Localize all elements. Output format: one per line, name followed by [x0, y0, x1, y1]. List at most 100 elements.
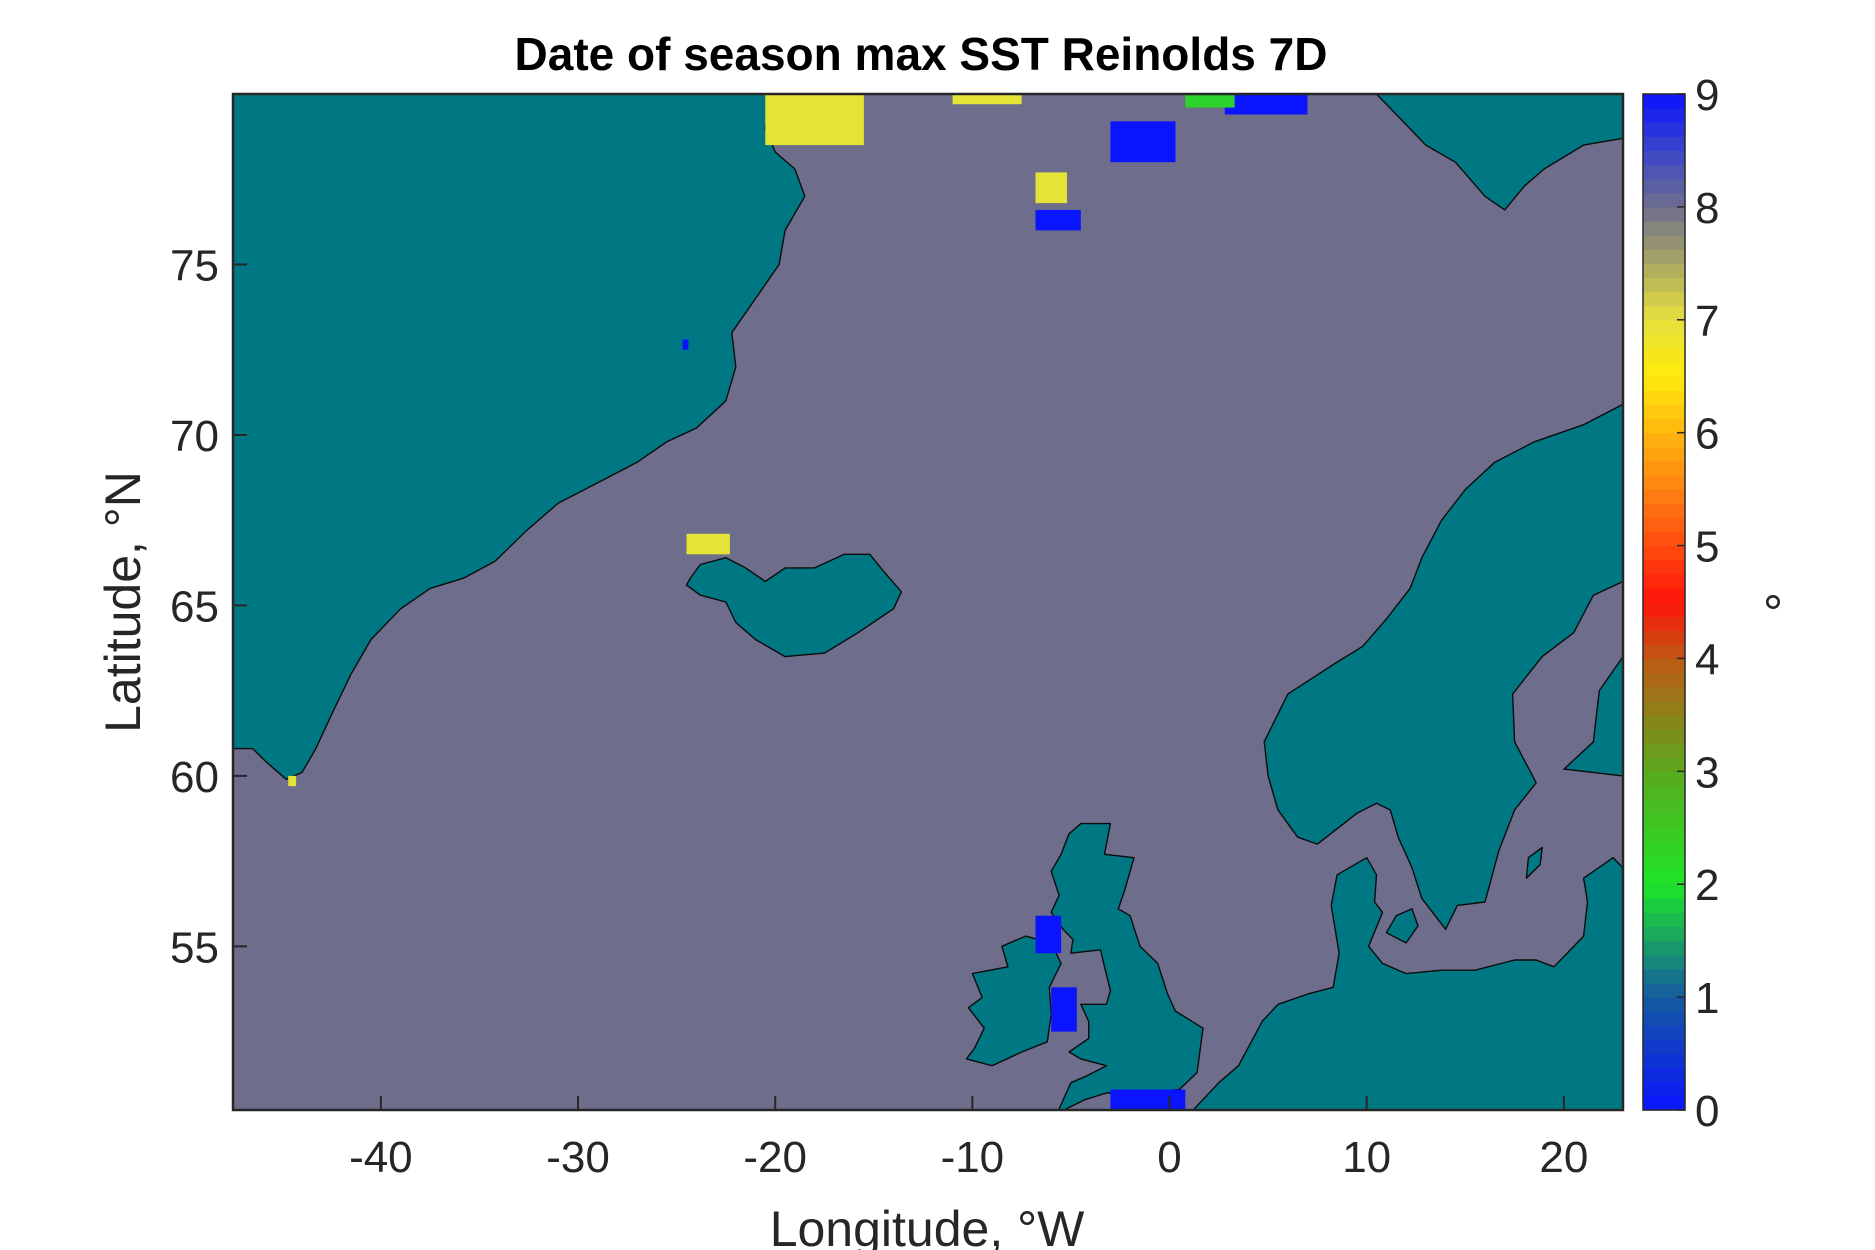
colorbar-segment — [1643, 940, 1685, 956]
colorbar-segment — [1643, 954, 1685, 970]
colorbar-frame — [1642, 93, 1686, 1111]
data-patch — [1185, 94, 1235, 108]
colorbar-segment — [1643, 94, 1685, 109]
colorbar-segment — [1643, 531, 1685, 547]
colorbar-segment — [1643, 870, 1685, 885]
land-zealand — [1385, 908, 1419, 944]
colorbar-tick-label: 0 — [1695, 1087, 1719, 1136]
colorbar-segment — [1643, 602, 1685, 617]
colorbar-segment — [1643, 122, 1685, 137]
data-patch — [288, 775, 297, 787]
y-axis: 55 60 65 70 75 — [170, 241, 247, 972]
colorbar-segment — [1643, 856, 1685, 871]
y-tick-label: 55 — [170, 923, 219, 972]
colorbar-tick-label: 4 — [1695, 635, 1719, 684]
data-patch — [1035, 915, 1062, 954]
data-patch — [1110, 121, 1176, 163]
y-axis-label: Latitude, °N — [95, 471, 151, 733]
colorbar-segment — [1643, 1095, 1685, 1111]
colorbar-segment — [1643, 1081, 1685, 1097]
colorbar-segment — [1643, 150, 1685, 166]
colorbar-segment — [1643, 630, 1685, 645]
colorbar-segment — [1643, 644, 1685, 659]
colorbar-segment — [1643, 249, 1685, 264]
data-patch — [1035, 172, 1067, 204]
land-scandinavia — [1263, 403, 1623, 930]
y-tick-label: 60 — [170, 753, 219, 802]
colorbar-segment — [1643, 319, 1685, 335]
colorbar-segment — [1643, 926, 1685, 942]
colorbar-segment — [1643, 164, 1685, 180]
land-layer — [233, 94, 1623, 1110]
colorbar-segment — [1643, 305, 1685, 321]
colorbar-segment — [1643, 743, 1685, 758]
colorbar-segment — [1643, 460, 1685, 476]
chart-title: Date of season max SST Reinolds 7D — [515, 28, 1328, 80]
colorbar-segment — [1643, 799, 1685, 815]
colorbar-segment — [1643, 785, 1685, 801]
colorbar-segment — [1643, 898, 1685, 913]
y-tick-label: 65 — [170, 582, 219, 631]
colorbar-segment — [1643, 1053, 1685, 1069]
colorbar-segment — [1643, 362, 1685, 377]
colorbar-segment — [1643, 1011, 1685, 1026]
colorbar-tick-label: 2 — [1695, 861, 1719, 910]
x-tick-label: 0 — [1157, 1133, 1181, 1182]
colorbar-tick-label: 1 — [1695, 974, 1719, 1023]
land-finland — [1563, 655, 1623, 777]
data-patch — [682, 339, 689, 350]
colorbar-segment — [1643, 559, 1685, 575]
colorbar-tick-label: 9 — [1695, 71, 1719, 120]
x-tick-label: 20 — [1539, 1133, 1588, 1182]
colorbar-segment — [1643, 672, 1685, 688]
x-axis-label: Longitude, °W — [770, 1201, 1085, 1250]
land-svalbard — [1375, 94, 1623, 211]
colorbar-segment — [1643, 192, 1685, 208]
colorbar-segment — [1643, 235, 1685, 250]
y-tick-label: 70 — [170, 412, 219, 461]
colorbar-segment — [1643, 1025, 1685, 1040]
colorbar-segment — [1643, 277, 1685, 293]
colorbar-segment — [1643, 729, 1685, 744]
land-continent — [1192, 857, 1623, 1110]
colorbar-segment — [1643, 827, 1685, 843]
colorbar-segment — [1643, 841, 1685, 857]
colorbar-segment — [1643, 446, 1685, 462]
colorbar-segment — [1643, 573, 1685, 589]
colorbar-segment — [1643, 757, 1685, 772]
colorbar-segment — [1643, 1039, 1685, 1055]
colorbar-segment — [1643, 587, 1685, 603]
colorbar-segment — [1643, 291, 1685, 307]
colorbar-segment — [1643, 968, 1685, 984]
x-axis: -40 -30 -20 -10 0 10 20 — [349, 1096, 1588, 1182]
data-patch — [1035, 209, 1081, 231]
colorbar-segment — [1643, 686, 1685, 702]
colorbar-tick-label: 5 — [1695, 523, 1719, 572]
colorbar-tick-label: 7 — [1695, 297, 1719, 346]
colorbar-segment — [1643, 771, 1685, 786]
x-tick-label: -20 — [743, 1133, 807, 1182]
y-tick-label: 75 — [170, 241, 219, 290]
colorbar-segment — [1643, 884, 1685, 899]
colorbar-tick-label: 6 — [1695, 410, 1719, 459]
colorbar-segment — [1643, 983, 1685, 998]
colorbar-tick-label: 8 — [1695, 184, 1719, 233]
colorbar-segment — [1643, 221, 1685, 236]
colorbar-segment — [1643, 545, 1685, 561]
colorbar-segment — [1643, 178, 1685, 194]
data-patch — [1224, 94, 1308, 115]
colorbar-segment — [1643, 700, 1685, 716]
land-greenland — [233, 94, 806, 780]
x-tick-label: -10 — [941, 1133, 1005, 1182]
data-patch — [686, 533, 730, 555]
colorbar-segment — [1643, 376, 1685, 391]
colorbar-segment — [1643, 418, 1685, 434]
colorbar-segment — [1643, 108, 1685, 123]
x-tick-label: -40 — [349, 1133, 413, 1182]
colorbar-segment — [1643, 912, 1685, 928]
colorbar-segment — [1643, 263, 1685, 278]
colorbar-segment — [1643, 432, 1685, 448]
land-iceland — [685, 553, 903, 658]
colorbar-segment — [1643, 616, 1685, 631]
